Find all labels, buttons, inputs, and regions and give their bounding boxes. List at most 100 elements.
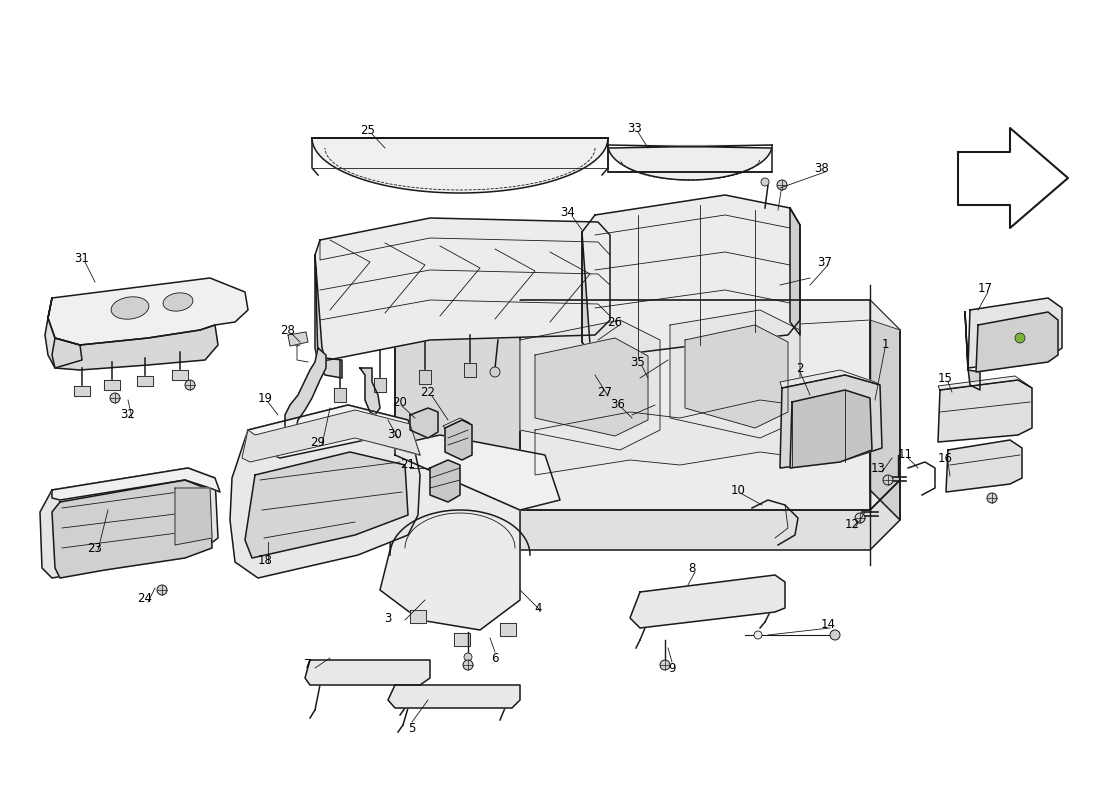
Polygon shape — [520, 320, 660, 450]
Polygon shape — [582, 195, 800, 358]
Circle shape — [110, 393, 120, 403]
Text: 7: 7 — [305, 658, 311, 671]
Polygon shape — [395, 455, 520, 550]
Text: 6: 6 — [492, 651, 498, 665]
Text: 18: 18 — [257, 554, 273, 566]
Text: 4: 4 — [535, 602, 541, 614]
Polygon shape — [40, 468, 218, 578]
Text: 10: 10 — [730, 483, 746, 497]
Circle shape — [660, 660, 670, 670]
Polygon shape — [430, 460, 460, 502]
Polygon shape — [446, 420, 472, 460]
Polygon shape — [976, 312, 1058, 372]
Polygon shape — [395, 455, 900, 550]
Polygon shape — [374, 378, 386, 392]
Polygon shape — [388, 685, 520, 708]
Polygon shape — [670, 310, 800, 438]
Circle shape — [157, 585, 167, 595]
Text: 5: 5 — [408, 722, 416, 734]
Ellipse shape — [163, 293, 192, 311]
Polygon shape — [780, 375, 882, 468]
Text: 31: 31 — [75, 251, 89, 265]
Polygon shape — [938, 376, 1032, 390]
Polygon shape — [965, 312, 980, 390]
Polygon shape — [48, 278, 248, 345]
Text: 35: 35 — [630, 355, 646, 369]
Text: 30: 30 — [387, 429, 403, 442]
Ellipse shape — [111, 297, 148, 319]
Polygon shape — [958, 128, 1068, 228]
Text: 11: 11 — [898, 449, 913, 462]
Text: 27: 27 — [597, 386, 613, 398]
Polygon shape — [74, 386, 90, 396]
Polygon shape — [608, 145, 772, 180]
Text: 34: 34 — [561, 206, 575, 218]
Text: 24: 24 — [138, 591, 153, 605]
Polygon shape — [288, 332, 308, 346]
Polygon shape — [230, 405, 420, 578]
Text: 20: 20 — [393, 395, 407, 409]
Polygon shape — [790, 390, 872, 468]
Polygon shape — [968, 298, 1062, 368]
Polygon shape — [790, 208, 800, 335]
Polygon shape — [52, 480, 212, 578]
Text: 23: 23 — [88, 542, 102, 554]
Circle shape — [293, 338, 301, 346]
Text: 33: 33 — [628, 122, 642, 134]
Text: 2: 2 — [796, 362, 804, 374]
Text: 22: 22 — [420, 386, 436, 398]
Text: 19: 19 — [257, 391, 273, 405]
Circle shape — [185, 380, 195, 390]
Circle shape — [777, 180, 786, 190]
Text: 3: 3 — [384, 611, 392, 625]
Polygon shape — [500, 623, 516, 636]
Polygon shape — [379, 455, 520, 630]
Polygon shape — [305, 660, 430, 685]
Text: 14: 14 — [821, 618, 836, 631]
Text: 13: 13 — [870, 462, 886, 474]
Circle shape — [855, 513, 865, 523]
Polygon shape — [582, 232, 600, 365]
Polygon shape — [315, 218, 610, 362]
Text: 9: 9 — [669, 662, 675, 674]
Text: 1: 1 — [881, 338, 889, 351]
Polygon shape — [315, 255, 342, 378]
Polygon shape — [172, 370, 188, 380]
Polygon shape — [242, 410, 420, 462]
Polygon shape — [535, 400, 870, 475]
Polygon shape — [52, 325, 218, 370]
Text: 15: 15 — [937, 371, 953, 385]
Polygon shape — [419, 370, 431, 384]
Circle shape — [883, 475, 893, 485]
Circle shape — [490, 367, 500, 377]
Polygon shape — [104, 380, 120, 390]
Polygon shape — [535, 338, 648, 436]
Text: 16: 16 — [937, 451, 953, 465]
Circle shape — [463, 660, 473, 670]
Polygon shape — [175, 488, 212, 545]
Polygon shape — [245, 452, 408, 558]
Polygon shape — [334, 388, 346, 402]
Polygon shape — [946, 440, 1022, 492]
Text: 25: 25 — [361, 123, 375, 137]
Polygon shape — [685, 325, 788, 428]
Text: 32: 32 — [121, 409, 135, 422]
Text: 38: 38 — [815, 162, 829, 174]
Polygon shape — [520, 300, 900, 330]
Polygon shape — [52, 468, 220, 500]
Polygon shape — [443, 418, 472, 428]
Circle shape — [1015, 333, 1025, 343]
Circle shape — [661, 661, 669, 669]
Polygon shape — [248, 405, 420, 458]
Text: 37: 37 — [817, 255, 833, 269]
Circle shape — [987, 493, 997, 503]
Circle shape — [464, 653, 472, 661]
Text: 17: 17 — [978, 282, 992, 294]
Polygon shape — [395, 300, 520, 510]
Polygon shape — [360, 368, 379, 415]
Polygon shape — [45, 298, 82, 368]
Text: 29: 29 — [310, 435, 326, 449]
Polygon shape — [780, 370, 880, 388]
Polygon shape — [138, 376, 153, 386]
Polygon shape — [938, 380, 1032, 442]
